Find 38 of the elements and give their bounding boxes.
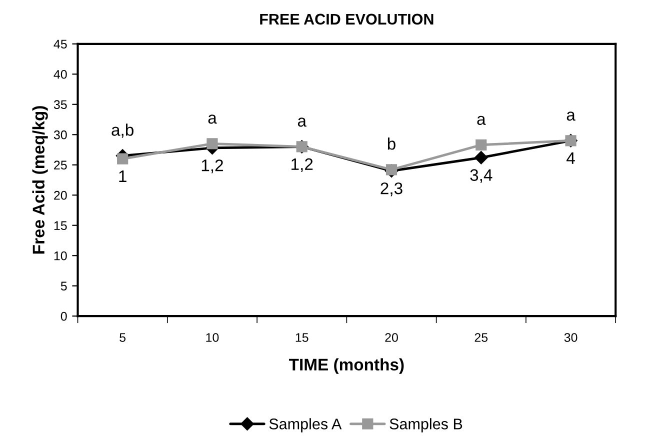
x-tick-label: 30 [564,333,578,342]
legend-label: Samples B [390,418,462,432]
annotation: 4 [566,152,575,164]
y-axis-title: Free Acid (meq/kg) [32,106,48,254]
annotation: a [477,116,486,125]
x-axis-title: TIME (months) [289,358,404,374]
annotation: 1,2 [292,158,313,172]
legend-label: Samples A [269,418,342,432]
y-tick-label: 0 [60,312,67,321]
annotation: a [298,118,306,127]
y-tick-label: 40 [54,70,67,79]
x-tick-label: 10 [206,333,219,342]
annotation: 1 [119,170,126,182]
y-tick-label: 5 [60,282,67,290]
x-tick-label: 15 [296,333,308,342]
x-tick-label: 5 [120,333,126,342]
y-tick-label: 20 [54,190,67,200]
point [474,151,488,164]
x-tick-label: 25 [474,333,488,342]
annotation: a,b [112,124,134,138]
point [206,138,218,150]
annotation: b [388,138,396,150]
annotation: a [208,114,217,124]
annotation: a [566,112,576,121]
point [476,139,487,150]
point [386,164,398,176]
annotation: 1,2 [202,159,223,174]
y-tick-label: 25 [54,160,67,170]
y-tick-label: 10 [54,251,67,260]
chart-title: FREE ACID EVOLUTION [260,14,434,25]
annotation: 3,4 [470,169,492,183]
y-tick-label: 45 [54,40,67,49]
y-tick-label: 35 [54,100,67,110]
y-tick-label: 30 [54,130,67,140]
y-tick-label: 15 [54,221,67,230]
annotation: 2,3 [380,182,402,196]
point [117,153,128,164]
x-tick-label: 20 [385,333,398,342]
